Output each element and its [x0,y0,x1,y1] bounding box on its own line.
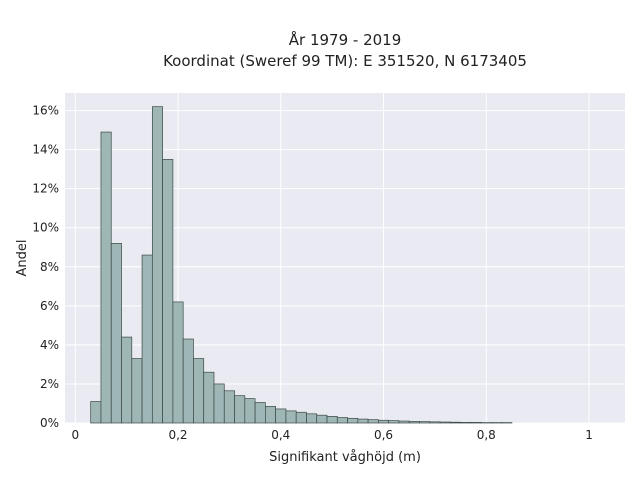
histogram-bar [254,402,266,424]
x-tick-label: 1 [585,428,593,442]
histogram-bar [151,106,163,424]
histogram-bar [336,417,348,424]
chart-title-line-1: År 1979 - 2019 [289,30,402,49]
histogram-bar [275,408,287,424]
histogram-bar [439,421,451,424]
histogram-bar [141,254,153,424]
histogram-bar [110,243,122,424]
histogram-bar [449,421,461,424]
bars [90,106,513,424]
histogram-bar [326,416,338,424]
histogram-bar [460,422,472,424]
histogram-bar [265,406,276,424]
x-tick-label: 0,4 [271,428,290,442]
histogram-bar [223,390,235,424]
histogram-bar [193,358,205,424]
histogram-bar [357,418,369,424]
x-tick-label: 0,6 [374,428,393,442]
x-tick-label: 0 [71,428,79,442]
x-tick-label: 0,2 [168,428,187,442]
histogram-bar [131,358,143,424]
histogram-bar [388,420,400,424]
y-axis-ticks: 0% 2% 4% 6% 8% 10% 12% 14% 16% [32,104,59,430]
y-tick-label: 6% [40,299,59,313]
y-tick-label: 10% [32,221,59,235]
histogram-bar [378,419,390,424]
histogram-bar [203,371,215,424]
histogram-bar [234,395,246,424]
histogram-bar [470,422,482,424]
y-tick-label: 12% [32,182,59,196]
histogram-bar [182,338,194,424]
histogram-bar [121,336,133,424]
histogram-bar [244,398,256,424]
histogram-bar [419,421,431,424]
y-tick-label: 16% [32,104,59,118]
y-tick-label: 4% [40,338,59,352]
histogram-bar [90,401,102,424]
histogram-bar [316,414,328,424]
x-axis-ticks: 0 0,2 0,4 0,6 0,8 1 [71,428,592,442]
histogram-bar [100,131,112,424]
y-tick-label: 2% [40,377,59,391]
histogram-bar [285,410,297,424]
chart-title-line-2: Koordinat (Sweref 99 TM): E 351520, N 61… [163,52,527,70]
histogram-bar [398,420,410,424]
histogram-bar [172,301,184,424]
y-axis-label: Andel [15,240,30,277]
histogram-bar [306,413,318,424]
histogram-bar [367,419,379,424]
x-axis-label: Signifikant våghöjd (m) [269,450,421,465]
y-tick-label: 14% [32,143,59,157]
x-tick-label: 0,8 [477,428,496,442]
histogram-bar [347,417,359,424]
histogram-bar [408,421,420,424]
histogram-bar [429,421,441,424]
histogram-bar [162,159,174,424]
histogram-bar [295,411,307,424]
y-tick-label: 8% [40,260,59,274]
y-tick-label: 0% [40,416,59,430]
histogram-bar [213,383,225,424]
